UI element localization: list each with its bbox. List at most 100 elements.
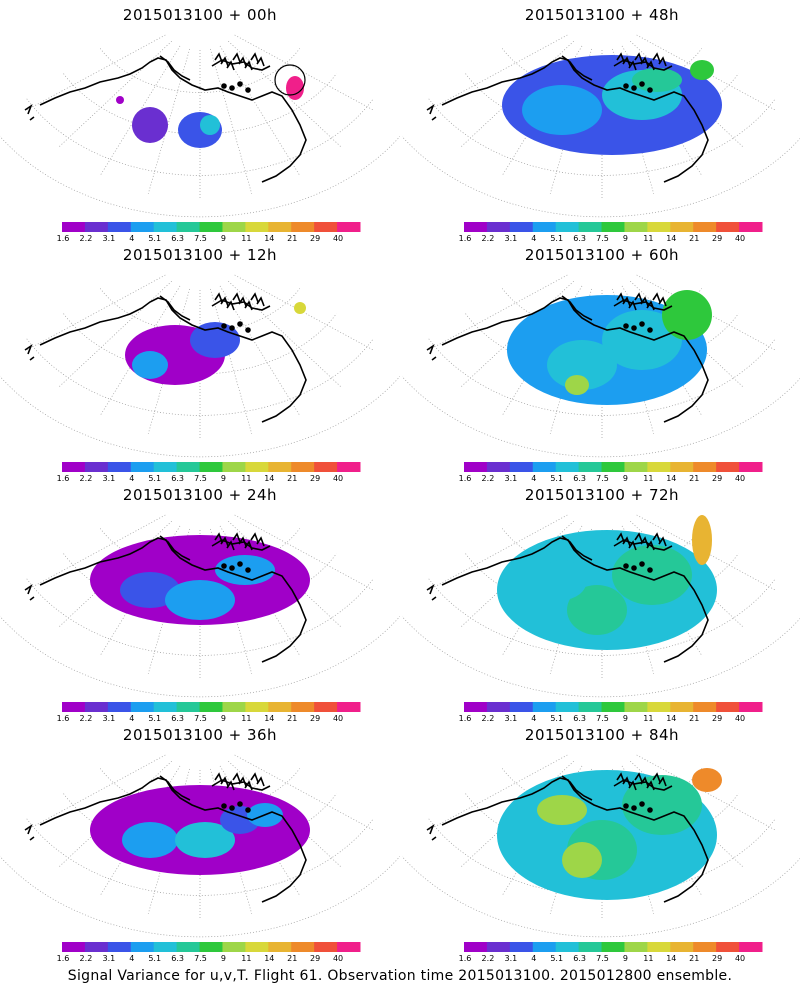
colorbar-tick-label: 29	[712, 474, 723, 483]
map-panel: 2015013100 + 72h 1.6 2.2 3.1 4 5.1 6.3 7.5 9 11 14…	[402, 480, 800, 730]
colorbar-swatch	[578, 462, 603, 472]
colorbar	[464, 462, 763, 472]
colorbar-swatch	[337, 702, 361, 712]
colorbar-swatch	[647, 462, 671, 472]
map-panel: 2015013100 + 60h 1.6 2.2 3.1 4 5.1 6.3 7.5 9 11 14…	[402, 240, 800, 490]
colorbar-swatch	[314, 942, 338, 952]
contour-region	[612, 545, 692, 605]
colorbar-swatch	[532, 222, 557, 232]
colorbar	[62, 222, 361, 232]
colorbar-tick-label: 40	[734, 234, 746, 243]
colorbar-swatch	[464, 462, 488, 472]
colorbar-tick-label: 7.5	[596, 714, 609, 723]
colorbar-tick-label: 9	[622, 234, 628, 243]
colorbar-tick-label: 9	[622, 474, 628, 483]
coastline	[426, 772, 709, 903]
colorbar-swatch	[693, 222, 717, 232]
colorbar-swatch	[153, 702, 178, 712]
colorbar-swatch	[130, 942, 155, 952]
colorbar-tick-label: 29	[310, 474, 321, 483]
colorbar-swatch	[314, 702, 338, 712]
colorbar-tick-label: 4	[129, 234, 135, 243]
colorbar-swatch	[670, 942, 694, 952]
colorbar-tick-label: 1.6	[56, 714, 70, 723]
colorbar-swatch	[199, 702, 223, 712]
colorbar-swatch	[716, 462, 740, 472]
panel-title: 2015013100 + 36h	[122, 726, 278, 744]
colorbar-tick-label: 29	[310, 954, 321, 963]
colorbar-swatch	[222, 462, 246, 472]
colorbar-tick-label: 14	[264, 954, 275, 963]
colorbar-tick-label: 14	[666, 954, 677, 963]
polar-map	[402, 34, 800, 232]
colorbar-tick-label: 3.1	[102, 714, 116, 723]
colorbar-tick-label: 5.1	[148, 954, 162, 963]
colorbar-tick-label: 2.2	[481, 234, 495, 243]
coastline	[426, 52, 709, 183]
colorbar-swatch	[624, 222, 648, 232]
colorbar-swatch	[509, 462, 534, 472]
coastline	[426, 532, 709, 663]
colorbar-labels: 1.6 2.2 3.1 4 5.1 6.3 7.5 9 11 14 21 29 40	[458, 234, 762, 246]
variance-field	[507, 290, 712, 405]
colorbar-tick-label: 21	[287, 714, 298, 723]
colorbar-tick-label: 40	[332, 234, 344, 243]
colorbar-swatch	[464, 702, 488, 712]
colorbar-tick-label: 2.2	[79, 954, 93, 963]
map-panel: 2015013100 + 48h 1.6 2.2 3.1 4 5.1 6.3 7.5 9 11 14…	[402, 0, 800, 250]
coastline	[24, 292, 307, 423]
contour-region	[132, 351, 168, 379]
colorbar-tick-label: 14	[666, 234, 677, 243]
colorbar-swatch	[716, 942, 740, 952]
colorbar-tick-label: 11	[643, 234, 654, 243]
colorbar-swatch	[555, 222, 580, 232]
colorbar-tick-label: 6.3	[573, 474, 586, 483]
colorbar-swatch	[153, 462, 178, 472]
colorbar-swatch	[153, 942, 178, 952]
colorbar-tick-label: 40	[332, 474, 344, 483]
colorbar-labels: 1.6 2.2 3.1 4 5.1 6.3 7.5 9 11 14 21 29 40	[459, 474, 762, 486]
colorbar-swatch	[176, 222, 201, 232]
panel-title: 2015013100 + 72h	[524, 486, 680, 504]
colorbar-swatch	[486, 942, 511, 952]
colorbar-swatch	[509, 942, 534, 952]
colorbar-tick-label: 21	[287, 234, 298, 243]
polar-map	[0, 754, 400, 952]
colorbar-tick-label: 1.6	[458, 234, 472, 243]
panel-title: 2015013100 + 00h	[122, 6, 278, 24]
colorbar-swatch	[222, 222, 246, 232]
colorbar-tick-label: 6.3	[171, 234, 184, 243]
colorbar-swatch	[176, 462, 201, 472]
colorbar-tick-label: 4	[531, 234, 537, 243]
contour-region	[537, 560, 587, 600]
colorbar-tick-label: 5.1	[550, 954, 564, 963]
polar-map	[402, 754, 800, 952]
colorbar-swatch	[222, 702, 246, 712]
colorbar-swatch	[84, 702, 109, 712]
panel-title: 2015013100 + 60h	[524, 246, 680, 264]
colorbar-tick-label: 1.6	[458, 714, 472, 723]
colorbar-swatch	[532, 942, 557, 952]
polar-map	[0, 34, 400, 232]
map-panel: 2015013100 + 00h 1.6 2.2 3.1 4 5.1 6.3 7.5 9 11 14…	[0, 0, 400, 250]
colorbar-tick-label: 7.5	[194, 234, 207, 243]
contour-region	[602, 310, 682, 370]
colorbar-tick-label: 5.1	[148, 474, 162, 483]
colorbar-tick-label: 11	[241, 474, 252, 483]
colorbar-tick-label: 3.1	[504, 234, 518, 243]
colorbar-swatch	[601, 462, 625, 472]
colorbar	[62, 462, 361, 472]
colorbar-tick-label: 1.6	[458, 954, 472, 963]
colorbar-labels: 1.6 2.2 3.1 4 5.1 6.3 7.5 9 11 14 21 29 40	[56, 234, 360, 246]
colorbar-tick-label: 2.2	[481, 714, 495, 723]
colorbar-tick-label: 21	[689, 474, 700, 483]
colorbar-swatch	[578, 702, 603, 712]
colorbar-swatch	[176, 702, 201, 712]
colorbar-tick-label: 1.6	[56, 234, 70, 243]
colorbar	[62, 942, 361, 952]
colorbar-tick-label: 2.2	[481, 954, 495, 963]
colorbar-swatch	[199, 462, 223, 472]
colorbar-tick-label: 4	[129, 714, 135, 723]
colorbar-swatch	[509, 222, 534, 232]
contour-region	[622, 775, 702, 835]
